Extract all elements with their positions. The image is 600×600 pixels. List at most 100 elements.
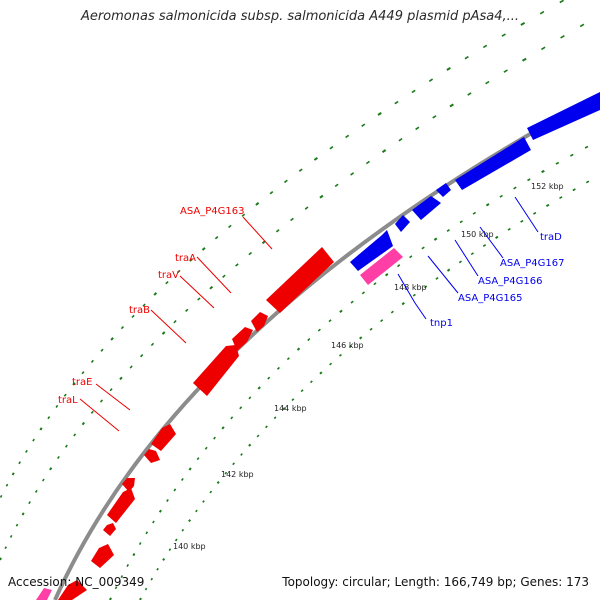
scale-tick xyxy=(90,410,94,414)
gene-arrow-traE[interactable] xyxy=(151,424,176,451)
scale-tick xyxy=(248,251,253,256)
scale-tick xyxy=(161,331,166,335)
scale-tick xyxy=(188,519,192,523)
scale-tick xyxy=(304,206,309,210)
scale-tick xyxy=(361,123,366,127)
scale-tick xyxy=(421,246,425,250)
scale-tick xyxy=(579,23,585,28)
gene-label-tnp1: tnp1 xyxy=(430,318,453,329)
scale-tick xyxy=(300,389,304,393)
scale-tick xyxy=(380,319,384,323)
scale-tick xyxy=(540,46,546,51)
gene-arrow-traL[interactable] xyxy=(58,580,87,600)
scale-tick xyxy=(145,531,149,535)
scale-tick xyxy=(15,523,19,527)
scale-tick xyxy=(329,362,333,366)
scale-tick xyxy=(197,297,201,301)
scale-tick xyxy=(18,461,21,465)
forward-strand-genes xyxy=(350,92,600,271)
scale-tick xyxy=(501,33,506,37)
gene-arrow-ASA_P4G165[interactable] xyxy=(350,230,393,271)
gene-arrow[interactable] xyxy=(232,327,253,351)
scale-tick xyxy=(100,348,104,352)
reverse-strand-genes xyxy=(58,247,334,600)
scale-tick xyxy=(168,548,172,552)
scale-tick xyxy=(153,292,158,296)
gene-arrow-traD[interactable] xyxy=(455,137,531,190)
scale-tick xyxy=(174,538,178,542)
scale-tick xyxy=(373,282,377,286)
gene-arrow-ASA_P4G163[interactable] xyxy=(266,247,334,313)
scale-tick xyxy=(232,462,235,466)
scale-tick xyxy=(339,309,343,313)
scale-tick xyxy=(520,219,524,223)
scale-label: 150 kbp xyxy=(461,230,494,239)
scale-tick xyxy=(560,35,565,39)
scale-tick xyxy=(57,455,60,460)
gene-arrow-tnp1[interactable] xyxy=(360,248,403,285)
scale-tick xyxy=(267,376,271,380)
scale-tick xyxy=(482,44,488,49)
gene-arrow[interactable] xyxy=(527,92,600,140)
scale-tick xyxy=(55,404,59,408)
gene-label-traL: traL xyxy=(58,395,78,406)
scale-tick xyxy=(81,421,85,426)
scale-tick xyxy=(265,425,268,429)
gene-arrow-traB[interactable] xyxy=(193,345,239,396)
gene-arrow[interactable] xyxy=(436,183,451,197)
scale-tick xyxy=(9,534,13,538)
scale-tick xyxy=(298,168,303,172)
scale-tick xyxy=(381,149,387,154)
gene-arrow-mobile[interactable] xyxy=(36,588,52,600)
scale-tick xyxy=(189,258,193,262)
scale-tick xyxy=(365,160,370,165)
scale-label: 148 kbp xyxy=(394,283,427,292)
gene-arrow[interactable] xyxy=(107,488,135,523)
mobile-element xyxy=(36,248,403,600)
scale-tick xyxy=(39,427,43,431)
scale-tick xyxy=(584,145,589,149)
gene-label-ASA_P4G167: ASA_P4G167 xyxy=(500,258,564,269)
scale-tick xyxy=(0,557,2,561)
scale-tick xyxy=(235,263,239,267)
gene-label-traA: traA xyxy=(175,253,196,264)
gene-arrow[interactable] xyxy=(103,523,116,536)
scale-tick xyxy=(532,211,537,215)
scale-tick xyxy=(224,471,228,475)
gene-arrow[interactable] xyxy=(144,449,160,463)
gene-label-ASA_P4G165: ASA_P4G165 xyxy=(458,293,522,304)
scale-tick xyxy=(350,172,355,176)
scale-tick xyxy=(290,217,294,222)
scale-tick xyxy=(286,357,290,361)
scale-tick xyxy=(401,302,405,306)
scale-tick xyxy=(131,314,135,319)
gene-label-ASA_P4G163: ASA_P4G163 xyxy=(180,206,244,217)
scale-tick xyxy=(257,386,261,390)
scale-tick xyxy=(470,252,474,256)
scale-tick xyxy=(255,202,260,206)
scale-tick xyxy=(459,220,463,224)
scale-tick xyxy=(398,137,403,142)
scale-tick xyxy=(214,235,219,240)
gene-arrow[interactable] xyxy=(122,478,135,492)
gene-arrow[interactable] xyxy=(91,544,114,568)
scale-tick xyxy=(585,180,590,184)
scale-tick xyxy=(328,319,332,323)
scale-tick xyxy=(140,354,144,358)
scale-tick xyxy=(485,80,490,85)
scale-tick xyxy=(63,393,67,397)
scale-tick xyxy=(555,161,560,165)
scale-tick xyxy=(319,194,324,199)
scale-tick xyxy=(433,237,438,241)
scale-tick xyxy=(345,134,350,139)
scale-tick xyxy=(120,326,124,330)
gene-arrow-ASA_P4G167[interactable] xyxy=(412,196,441,220)
gene-label-ASA_P4G166: ASA_P4G166 xyxy=(478,276,542,287)
scale-tick xyxy=(275,229,280,233)
topology-info: Topology: circular; Length: 166,749 bp; … xyxy=(282,575,589,589)
gene-arrow-traV[interactable] xyxy=(251,312,268,332)
scale-tick xyxy=(412,293,416,297)
scale-tick xyxy=(296,347,301,351)
gene-arrow-ASA_P4G166[interactable] xyxy=(395,215,410,232)
